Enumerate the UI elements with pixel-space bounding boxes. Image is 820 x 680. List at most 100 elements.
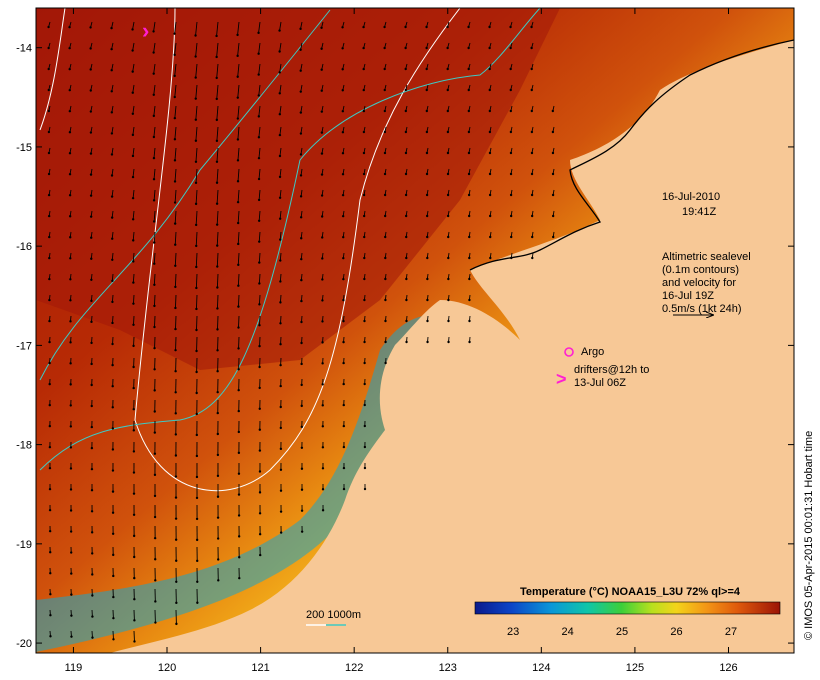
velocity-arrow-head (216, 474, 220, 478)
velocity-arrow-head (132, 513, 136, 516)
velocity-arrow-head (153, 283, 156, 287)
velocity-arrow-head (362, 151, 366, 155)
velocity-arrow-head (488, 67, 491, 71)
velocity-arrow-head (131, 91, 134, 94)
velocity-arrow-head (217, 579, 220, 582)
velocity-arrow-head (342, 277, 345, 281)
velocity-arrow (132, 252, 135, 262)
velocity-arrow-head (69, 320, 72, 323)
velocity-arrow-head (236, 75, 239, 78)
velocity-arrow-head (91, 615, 94, 618)
velocity-arrow-head (425, 130, 429, 134)
velocity-arrow (132, 63, 135, 72)
velocity-arrow-head (321, 236, 324, 239)
velocity-arrow-head (132, 386, 135, 390)
velocity-arrow-head (48, 235, 51, 239)
velocity-arrow-head (111, 363, 114, 367)
velocity-arrow-head (48, 340, 51, 344)
velocity-arrow-head (258, 365, 261, 369)
velocity-arrow-head (111, 406, 114, 409)
velocity-arrow-head (89, 152, 93, 155)
velocity-arrow (279, 147, 282, 157)
velocity-arrow-head (257, 198, 261, 202)
velocity-arrow-head (404, 130, 408, 134)
drifter-marker: › (142, 18, 149, 43)
velocity-arrow-head (425, 88, 428, 92)
velocity-arrow-head (363, 424, 367, 428)
velocity-arrow (258, 252, 261, 263)
velocity-arrow (216, 231, 219, 246)
velocity-arrow-head (174, 496, 178, 499)
velocity-arrow-head (49, 550, 52, 554)
velocity-arrow-head (300, 530, 304, 533)
velocity-arrow-head (48, 256, 51, 260)
velocity-arrow-head (300, 257, 303, 261)
velocity-arrow-head (530, 214, 534, 218)
velocity-arrow-head (174, 264, 177, 268)
velocity-arrow-head (509, 46, 512, 50)
velocity-arrow-head (321, 425, 325, 428)
velocity-arrow-head (132, 429, 136, 432)
velocity-arrow-head (342, 256, 345, 260)
velocity-arrow-head (446, 130, 450, 134)
velocity-arrow-head (279, 510, 283, 513)
velocity-arrow-head (69, 488, 73, 491)
velocity-arrow-head (467, 214, 471, 218)
velocity-arrow-head (383, 25, 386, 29)
velocity-arrow (174, 210, 177, 224)
velocity-arrow-head (300, 383, 303, 387)
velocity-arrow-head (49, 571, 52, 575)
velocity-arrow (195, 210, 198, 225)
velocity-arrow (153, 294, 156, 306)
velocity-arrow-head (174, 475, 178, 478)
velocity-arrow-head (90, 383, 93, 387)
velocity-arrow-head (215, 76, 218, 80)
velocity-arrow-head (153, 262, 156, 265)
velocity-arrow-head (216, 307, 219, 310)
velocity-arrow-head (152, 178, 156, 181)
velocity-arrow-head (215, 139, 219, 143)
velocity-arrow (153, 63, 156, 74)
velocity-arrow (195, 126, 198, 141)
velocity-arrow-head (154, 558, 157, 561)
velocity-arrow-head (132, 344, 135, 348)
velocity-arrow-head (153, 368, 156, 371)
velocity-arrow-head (132, 260, 135, 263)
velocity-arrow-head (278, 175, 282, 179)
velocity-arrow-head (342, 466, 346, 470)
velocity-arrow-head (363, 487, 367, 491)
velocity-arrow-head (152, 220, 156, 223)
velocity-arrow-head (152, 199, 156, 202)
velocity-arrow-head (341, 214, 345, 218)
velocity-arrow-head (363, 319, 366, 323)
velocity-arrow-head (110, 26, 113, 30)
velocity-arrow-head (321, 446, 325, 449)
velocity-arrow-head (300, 509, 304, 512)
velocity-arrow (153, 21, 156, 32)
velocity-arrow-head (551, 130, 555, 134)
velocity-arrow-head (279, 343, 282, 346)
velocity-arrow-head (404, 67, 407, 71)
velocity-arrow-head (299, 69, 302, 72)
velocity-arrow-head (342, 319, 345, 323)
velocity-arrow (195, 42, 198, 57)
velocity-arrow-head (89, 68, 92, 71)
velocity-arrow-head (153, 473, 157, 477)
velocity-arrow-head (530, 109, 534, 113)
velocity-arrow-head (195, 307, 198, 311)
velocity-arrow-head (467, 46, 470, 50)
velocity-arrow-head (216, 390, 219, 394)
velocity-arrow-head (112, 553, 115, 557)
velocity-arrow (216, 84, 219, 99)
velocity-arrow-head (215, 181, 219, 184)
velocity-arrow-head (426, 319, 429, 323)
velocity-arrow-head (216, 432, 220, 436)
velocity-arrow-head (194, 160, 198, 163)
velocity-arrow-head (110, 132, 114, 135)
velocity-arrow-head (300, 278, 303, 282)
velocity-arrow-head (236, 96, 239, 99)
velocity-arrow-head (446, 109, 450, 113)
velocity-arrow-head (509, 214, 513, 218)
velocity-arrow-head (489, 256, 492, 260)
